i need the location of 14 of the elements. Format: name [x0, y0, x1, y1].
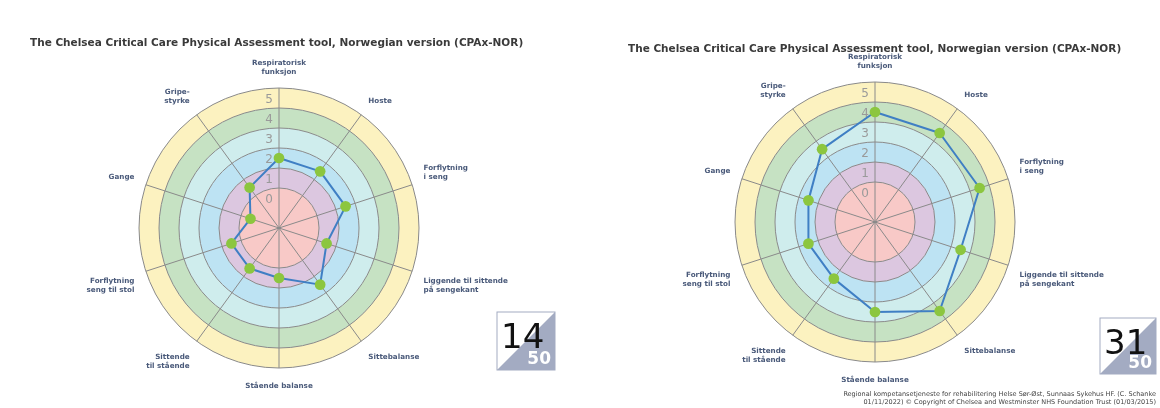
y-tick-label: 0 [265, 192, 273, 206]
y-tick-label: 5 [861, 86, 869, 100]
y-tick-label: 3 [265, 132, 273, 146]
y-tick-label: 1 [861, 166, 869, 180]
y-tick-label: 4 [265, 112, 273, 126]
y-tick-label: 5 [265, 92, 273, 106]
y-tick-label: 1 [265, 172, 273, 186]
y-tick-label: 0 [861, 186, 869, 200]
y-tick-label: 2 [265, 152, 273, 166]
y-tick-label: 4 [861, 106, 869, 120]
chart-title: The Chelsea Critical Care Physical Assessment tool, Norwegian version (CPAx-NOR) [30, 36, 524, 48]
chart-title: The Chelsea Critical Care Physical Assessment tool, Norwegian version (CPAx-NOR) [628, 42, 1122, 54]
y-tick-label: 2 [861, 146, 869, 160]
y-tick-label: 3 [861, 126, 869, 140]
